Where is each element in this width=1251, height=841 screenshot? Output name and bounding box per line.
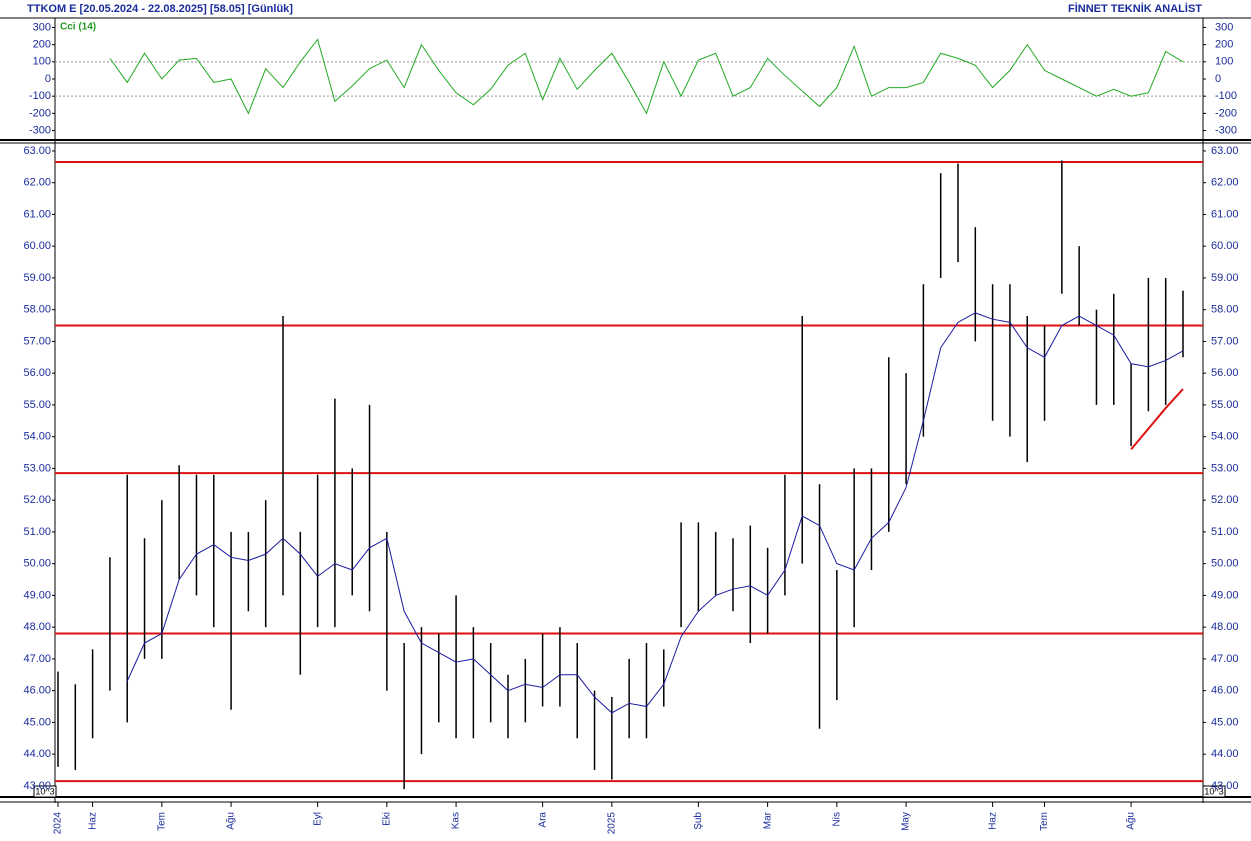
trend-line (1130, 388, 1184, 451)
x-tick-label: 2025 (606, 812, 617, 835)
y-tick-label: 62.00 (1211, 177, 1239, 189)
y-tick-label: 43.00 (1211, 780, 1239, 792)
cci-line (109, 38, 1184, 115)
x-tick-label: Ağu (1126, 812, 1137, 830)
y-tick-label: 47.00 (23, 653, 51, 665)
y-tick-label: 58.00 (1211, 304, 1239, 316)
y-tick-label: 57.00 (23, 335, 51, 347)
y-tick-label: 56.00 (1211, 367, 1239, 379)
x-tick-label: Mar (762, 811, 773, 829)
x-tick-label: Şub (693, 812, 704, 830)
y2-tick-label: 0 (1215, 73, 1221, 85)
y2-tick-label: 300 (33, 21, 51, 33)
y2-tick-label: 300 (1215, 21, 1233, 33)
y2-tick-label: -300 (1215, 124, 1237, 136)
source: FİNNET TEKNİK ANALİST (1068, 2, 1202, 15)
x-tick-label: Ağu (226, 812, 237, 830)
x-tick-label: Haz (987, 812, 998, 830)
x-tick-label: Tem (1039, 812, 1050, 831)
x-tick-label: May (901, 812, 912, 831)
y-tick-label: 46.00 (23, 685, 51, 697)
y-tick-label: 48.00 (23, 621, 51, 633)
y-tick-label: 53.00 (23, 462, 51, 474)
y-tick-label: 54.00 (1211, 431, 1239, 443)
x-tick-label: Haz (87, 812, 98, 830)
x-tick-label: Tem (156, 812, 167, 831)
frame (0, 17, 1251, 803)
y-tick-label: 60.00 (1211, 240, 1239, 252)
y-tick-label: 61.00 (1211, 208, 1239, 220)
y-tick-label: 56.00 (23, 367, 51, 379)
scale-box (1202, 785, 1226, 798)
y2-tick-label: 200 (1215, 39, 1233, 51)
y-tick-label: 44.00 (23, 748, 51, 760)
y-tick-label: 54.00 (23, 431, 51, 443)
moving-average (126, 312, 1184, 714)
y-tick-label: 45.00 (23, 716, 51, 728)
y-tick-label: 50.00 (1211, 558, 1239, 570)
y-tick-label: 52.00 (23, 494, 51, 506)
x-tick-label: Nis (831, 812, 842, 826)
indicator-label: Cci (14) (60, 22, 96, 33)
y2-tick-label: 200 (33, 39, 51, 51)
x-tick-label: Eki (381, 812, 392, 826)
y-tick-label: 45.00 (1211, 716, 1239, 728)
y-tick-label: 47.00 (1211, 653, 1239, 665)
y2-tick-label: -100 (1215, 90, 1237, 102)
x-tick-label: Eyl (312, 812, 323, 826)
y-tick-label: 62.00 (23, 177, 51, 189)
y-tick-label: 51.00 (1211, 526, 1239, 538)
y-tick-label: 59.00 (1211, 272, 1239, 284)
y-tick-label: 61.00 (23, 208, 51, 220)
y-tick-label: 63.00 (23, 145, 51, 157)
y2-tick-label: 100 (1215, 56, 1233, 68)
y-tick-label: 63.00 (1211, 145, 1239, 157)
y-tick-label: 55.00 (1211, 399, 1239, 411)
y-tick-label: 52.00 (1211, 494, 1239, 506)
y-tick-label: 57.00 (1211, 335, 1239, 347)
y2-tick-label: -200 (29, 107, 51, 119)
y2-tick-label: 100 (33, 56, 51, 68)
x-tick-label: Ara (537, 812, 548, 828)
y-tick-label: 55.00 (23, 399, 51, 411)
y2-tick-label: -200 (1215, 107, 1237, 119)
x-tick-label: 2024 (53, 812, 64, 835)
chart-title: TTKOM E [20.05.2024 - 22.08.2025] [58.05… (27, 3, 293, 15)
y-tick-label: 58.00 (23, 304, 51, 316)
scale-box (33, 785, 57, 798)
y-tick-label: 50.00 (23, 558, 51, 570)
scale-label: 10^3 (35, 786, 54, 796)
y-tick-label: 49.00 (1211, 589, 1239, 601)
y-tick-label: 59.00 (23, 272, 51, 284)
y-tick-label: 46.00 (1211, 685, 1239, 697)
y-tick-label: 60.00 (23, 240, 51, 252)
y-tick-label: 51.00 (23, 526, 51, 538)
y-tick-label: 43.00 (23, 780, 51, 792)
y-tick-label: 48.00 (1211, 621, 1239, 633)
scale-label: 10^3 (1204, 786, 1223, 796)
y-tick-label: 44.00 (1211, 748, 1239, 760)
x-tick-label: Kas (451, 812, 462, 829)
y2-tick-label: -100 (29, 90, 51, 102)
y-tick-label: 49.00 (23, 589, 51, 601)
y2-tick-label: 0 (45, 73, 51, 85)
y-tick-label: 53.00 (1211, 462, 1239, 474)
y2-tick-label: -300 (29, 124, 51, 136)
